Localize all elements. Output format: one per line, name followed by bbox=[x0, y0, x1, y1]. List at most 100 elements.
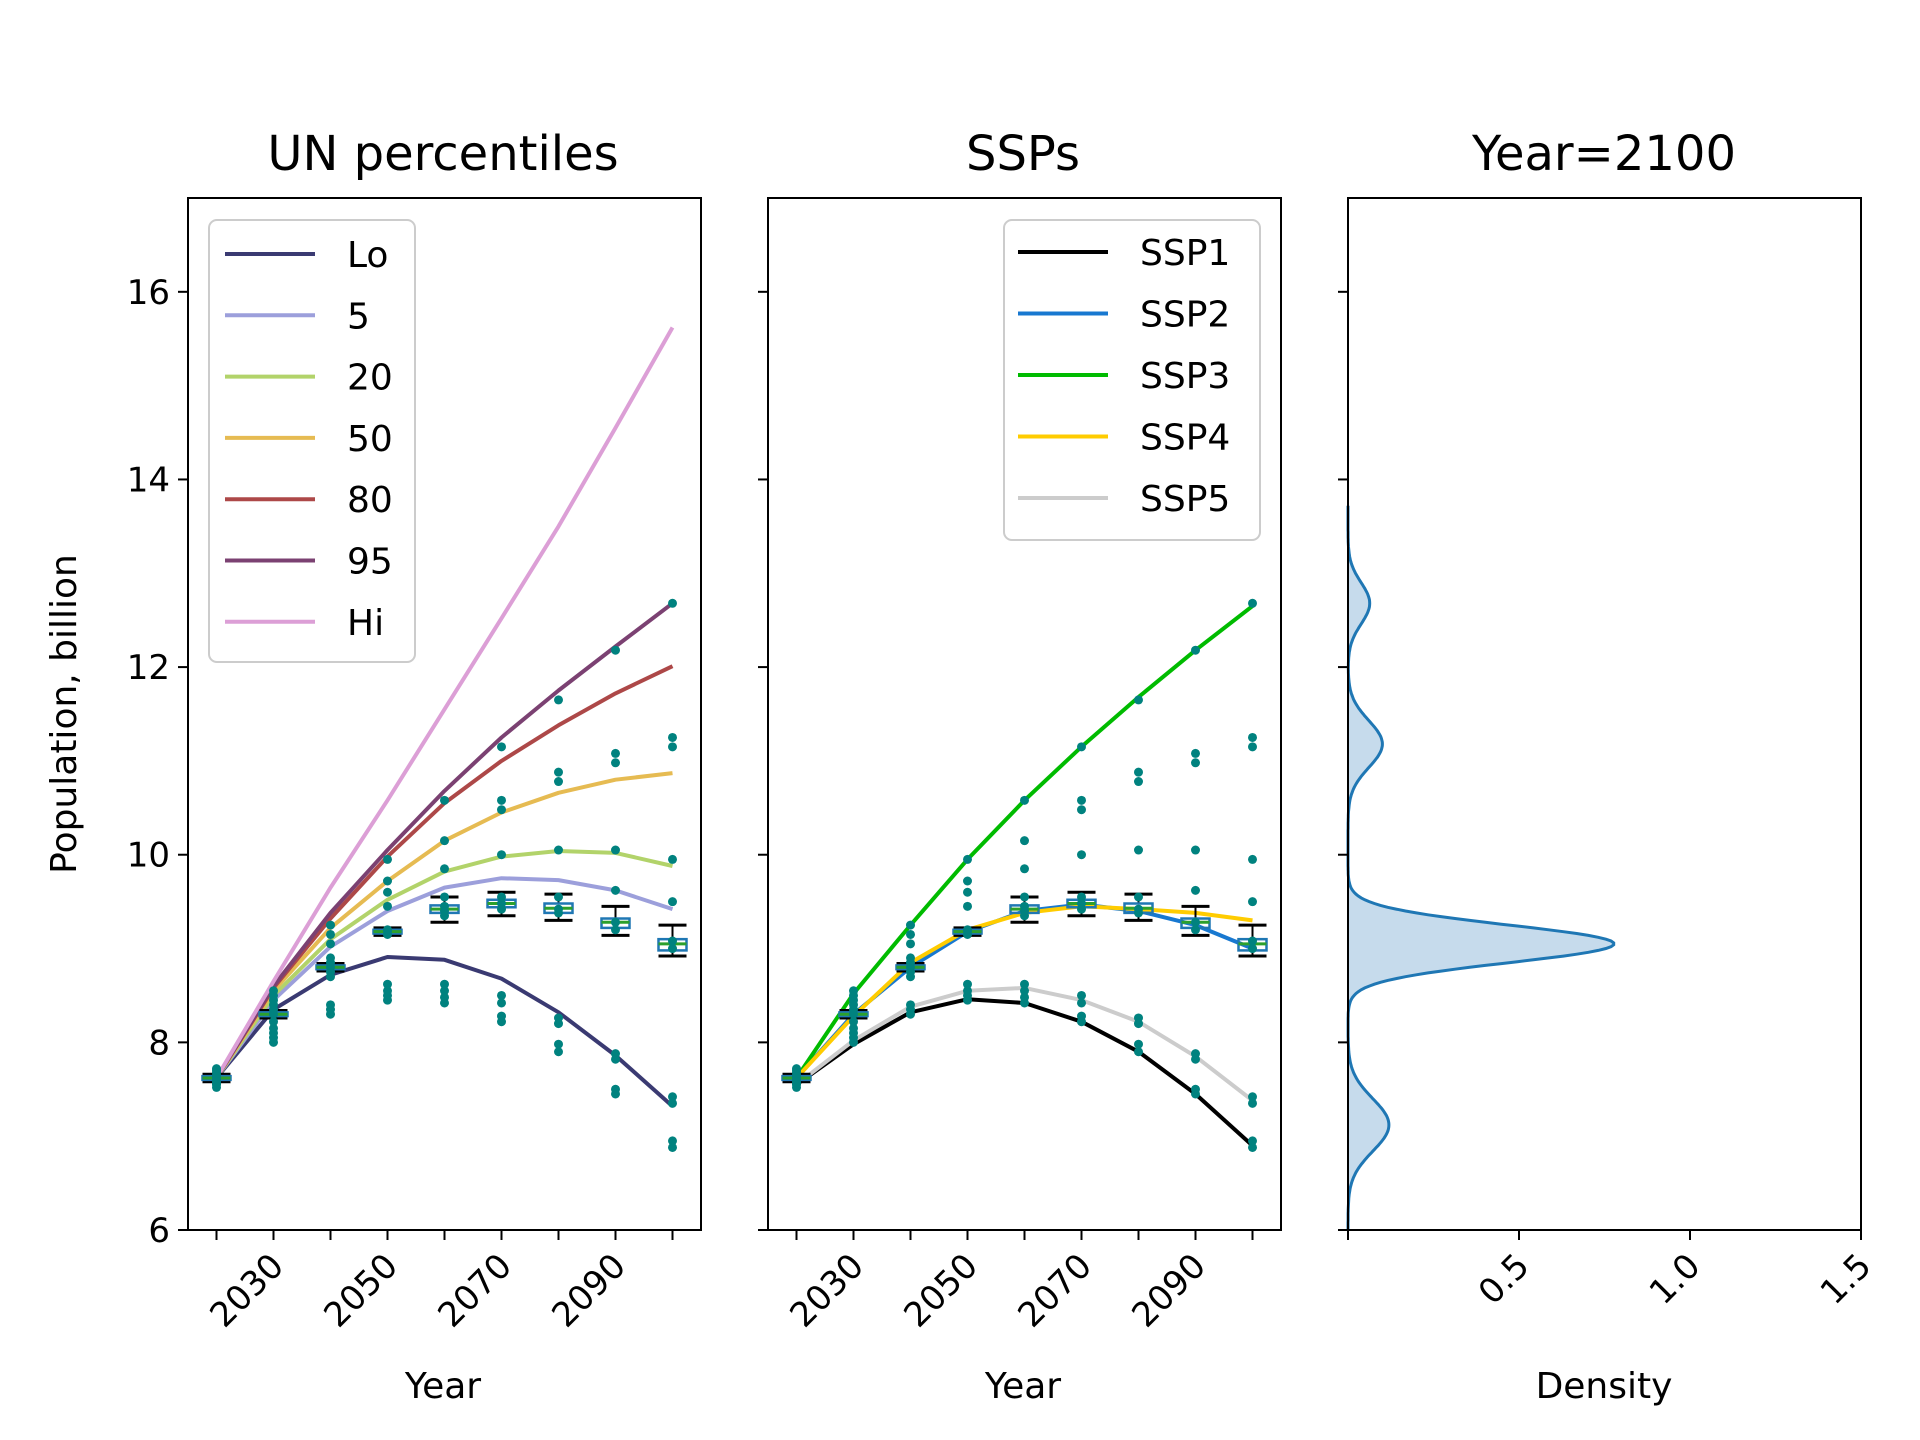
y-tick-label: 16 bbox=[127, 273, 170, 313]
data-point bbox=[440, 979, 449, 989]
data-point bbox=[554, 892, 563, 902]
data-point bbox=[668, 897, 677, 907]
data-point bbox=[1134, 845, 1143, 855]
data-point bbox=[1191, 885, 1200, 895]
legend-label: SSP3 bbox=[1140, 356, 1230, 397]
data-point bbox=[668, 854, 677, 864]
data-point bbox=[497, 899, 506, 909]
panel2-xlabel: Year bbox=[984, 1366, 1061, 1407]
data-point bbox=[611, 885, 620, 895]
data-point bbox=[440, 986, 449, 996]
legend-label: 50 bbox=[347, 419, 393, 460]
data-point bbox=[1077, 742, 1086, 752]
data-point bbox=[849, 1023, 858, 1033]
data-point bbox=[1248, 1142, 1257, 1152]
legend-label: 20 bbox=[347, 358, 393, 399]
data-point bbox=[1077, 899, 1086, 909]
data-point bbox=[1191, 1084, 1200, 1094]
data-point bbox=[906, 920, 915, 930]
panel1-y-ticks: 6 8 10 12 14 16 bbox=[127, 273, 188, 1251]
data-point bbox=[1134, 777, 1143, 787]
panel-ssps: SSPs 2030 2050 2070 2090 Year SSP1SSP2SSP3S… bbox=[758, 126, 1282, 1407]
legend-label: SSP5 bbox=[1140, 479, 1230, 520]
data-point bbox=[611, 917, 620, 927]
data-point bbox=[849, 1017, 858, 1027]
y-tick-label: 10 bbox=[127, 836, 170, 876]
data-point bbox=[963, 854, 972, 864]
data-point bbox=[906, 1000, 915, 1010]
legend-label: SSP2 bbox=[1140, 295, 1230, 336]
data-point bbox=[1191, 1049, 1200, 1059]
data-point bbox=[1191, 758, 1200, 768]
data-point bbox=[212, 1066, 221, 1076]
data-point bbox=[668, 742, 677, 752]
data-point bbox=[440, 992, 449, 1002]
panel2-legend-box bbox=[1003, 219, 1261, 541]
data-point bbox=[1191, 917, 1200, 927]
series-line-hi bbox=[214, 326, 675, 1080]
panel1-xlabel: Year bbox=[404, 1366, 481, 1407]
legend-label: 5 bbox=[347, 296, 370, 337]
data-point bbox=[1020, 979, 1029, 989]
data-point bbox=[792, 1066, 801, 1076]
data-point bbox=[668, 732, 677, 742]
panel2-y-ticks bbox=[758, 290, 768, 1231]
data-point bbox=[668, 1142, 677, 1152]
y-tick-label: 12 bbox=[127, 648, 170, 688]
series-line-5 bbox=[214, 876, 674, 1080]
data-point bbox=[1248, 1136, 1257, 1146]
panel3-frame bbox=[1347, 197, 1862, 1231]
data-point bbox=[1077, 1011, 1086, 1021]
data-point bbox=[440, 795, 449, 805]
data-point bbox=[554, 1047, 563, 1057]
data-point bbox=[1077, 998, 1086, 1008]
data-point bbox=[1191, 645, 1200, 655]
data-point bbox=[497, 1011, 506, 1021]
data-point bbox=[963, 986, 972, 996]
data-point bbox=[1020, 795, 1029, 805]
data-point bbox=[963, 876, 972, 886]
data-point bbox=[383, 887, 392, 897]
legend-label: SSP4 bbox=[1140, 418, 1230, 459]
data-point bbox=[383, 901, 392, 911]
data-point bbox=[611, 1084, 620, 1094]
data-point bbox=[1248, 936, 1257, 946]
data-point bbox=[269, 1017, 278, 1027]
data-point bbox=[1020, 836, 1029, 846]
panel2-legend: SSP1 SSP2 SSP3 SSP4 SSP5 bbox=[1003, 219, 1261, 541]
legend-label: 95 bbox=[347, 542, 393, 583]
data-point bbox=[440, 836, 449, 846]
data-point bbox=[1134, 892, 1143, 902]
data-point bbox=[1191, 748, 1200, 758]
data-point bbox=[383, 876, 392, 886]
y-tick-label: 6 bbox=[148, 1211, 170, 1251]
panel3-y-ticks bbox=[1338, 290, 1348, 1231]
data-point bbox=[383, 925, 392, 935]
data-point bbox=[611, 1049, 620, 1059]
data-point bbox=[906, 939, 915, 949]
data-point bbox=[554, 695, 563, 705]
data-point bbox=[497, 850, 506, 860]
legend-label: Hi bbox=[347, 603, 384, 644]
panel2-title: SSPs bbox=[966, 126, 1080, 182]
data-point bbox=[1248, 944, 1257, 954]
data-point bbox=[497, 742, 506, 752]
data-point bbox=[554, 1013, 563, 1023]
legend-label: Lo bbox=[347, 235, 388, 276]
data-point bbox=[1248, 598, 1257, 608]
data-point bbox=[1077, 805, 1086, 815]
data-point bbox=[326, 929, 335, 939]
data-point bbox=[906, 929, 915, 939]
data-point bbox=[212, 1077, 221, 1087]
data-point bbox=[497, 990, 506, 1000]
data-point bbox=[1020, 986, 1029, 996]
panel1-legend-box bbox=[208, 219, 416, 663]
data-point bbox=[554, 845, 563, 855]
legend-label: 80 bbox=[347, 480, 393, 521]
data-point bbox=[668, 936, 677, 946]
data-point bbox=[1248, 742, 1257, 752]
data-point bbox=[1020, 864, 1029, 874]
data-point bbox=[1077, 795, 1086, 805]
data-point bbox=[1248, 732, 1257, 742]
